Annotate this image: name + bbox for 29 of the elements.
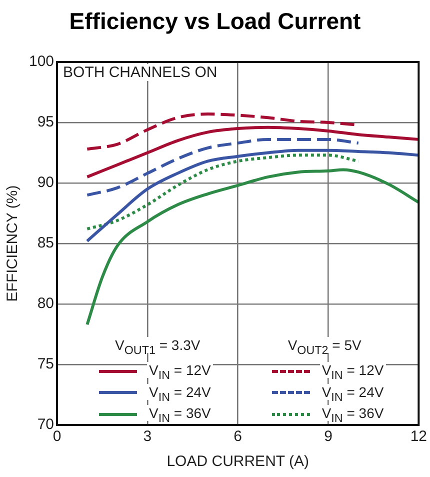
annotation: V$_{OUT2}$ = 5V [286,337,362,357]
y-tick-label: 95 [37,114,54,131]
line-series [86,154,360,230]
legend-label: V$_{IN}$ = 12V [148,362,212,382]
y-tick-label: 90 [37,174,54,192]
line-series [86,148,419,243]
line-series [86,126,419,178]
x-tick-label: 6 [234,428,242,446]
annotation: BOTH CHANNELS ON [61,64,220,81]
x-axis-title: LOAD CURRENT (A) [166,453,309,470]
y-tick-label: 80 [37,295,54,312]
legend-label: V$_{IN}$ = 12V [320,362,385,382]
y-tick-label: 70 [37,416,54,434]
x-tick-label: 0 [52,428,62,446]
chart-title: Efficiency vs Load Current [68,8,362,35]
annotation: V$_{OUT1}$ = 3.3V [114,337,202,357]
legend-label: V$_{IN}$ = 36V [148,405,212,426]
x-tick-label: 3 [143,428,152,446]
line-series [86,138,360,197]
legend-label: V$_{IN}$ = 36V [320,405,385,426]
x-tick-label: 12 [410,428,427,446]
y-tick-label: 100 [28,53,54,70]
line-series [86,168,419,326]
legend-label: V$_{IN}$ = 24V [148,384,212,404]
y-tick-label: 85 [37,234,54,252]
y-axis-title: EFFICIENCY (%) [4,185,22,302]
y-tick-label: 75 [37,356,54,373]
x-tick-label: 9 [324,428,332,446]
legend-label: V$_{IN}$ = 24V [320,384,385,404]
